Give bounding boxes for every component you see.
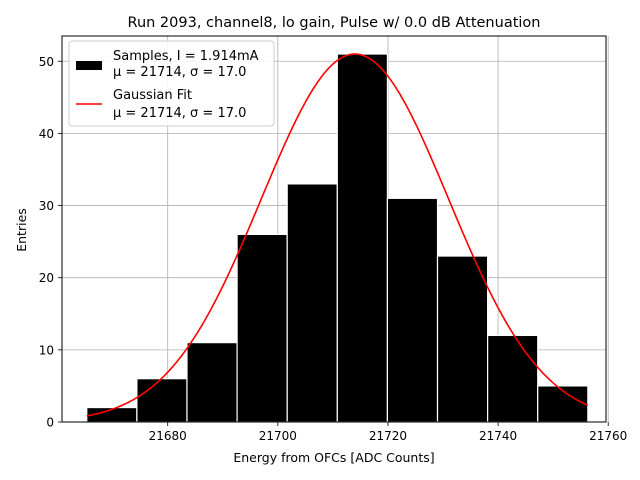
histogram-bar: [236, 233, 288, 423]
histogram-bar: [136, 378, 188, 423]
histogram-bar: [286, 183, 338, 423]
gaussian-fit-line: [86, 53, 589, 417]
histogram-bars: [86, 53, 589, 423]
legend: Samples, I = 1.914mA μ = 21714, σ = 17.0…: [68, 40, 275, 127]
legend-samples-label: Samples, I = 1.914mA: [113, 49, 259, 64]
y-axis-label: Entries: [14, 208, 29, 252]
y-tick-label: 50: [39, 55, 54, 69]
histogram-bar: [537, 385, 589, 423]
legend-box: [68, 40, 275, 127]
legend-samples-swatch: [76, 61, 102, 70]
chart-title: Run 2093, channel8, lo gain, Pulse w/ 0.…: [128, 15, 541, 31]
y-tick-label: 0: [46, 416, 54, 430]
legend-samples-stats: μ = 21714, σ = 17.0: [113, 65, 246, 80]
y-axis-ticks: 0 10 20 30 40 50: [39, 55, 62, 430]
y-tick-label: 40: [39, 127, 54, 141]
histogram-bar: [386, 197, 439, 423]
legend-fit-label: Gaussian Fit: [113, 88, 192, 103]
x-tick-label: 21720: [369, 429, 407, 443]
x-tick-label: 21760: [589, 429, 627, 443]
x-axis-label: Energy from OFCs [ADC Counts]: [233, 450, 434, 465]
x-axis-ticks: 21680 21700 21720 21740 21760: [149, 422, 627, 443]
histogram-bar: [487, 334, 539, 423]
histogram-bar: [336, 53, 389, 423]
legend-fit-stats: μ = 21714, σ = 17.0: [113, 106, 246, 121]
histogram-bar: [186, 342, 238, 423]
y-tick-label: 30: [39, 199, 54, 213]
x-tick-label: 21680: [149, 429, 187, 443]
gaussian-fit-layer: [86, 53, 589, 417]
y-tick-label: 10: [39, 343, 54, 357]
histogram-bar: [436, 255, 489, 423]
x-tick-label: 21700: [259, 429, 297, 443]
x-tick-label: 21740: [479, 429, 517, 443]
plot-frame: [61, 35, 607, 423]
y-tick-label: 20: [39, 271, 54, 285]
